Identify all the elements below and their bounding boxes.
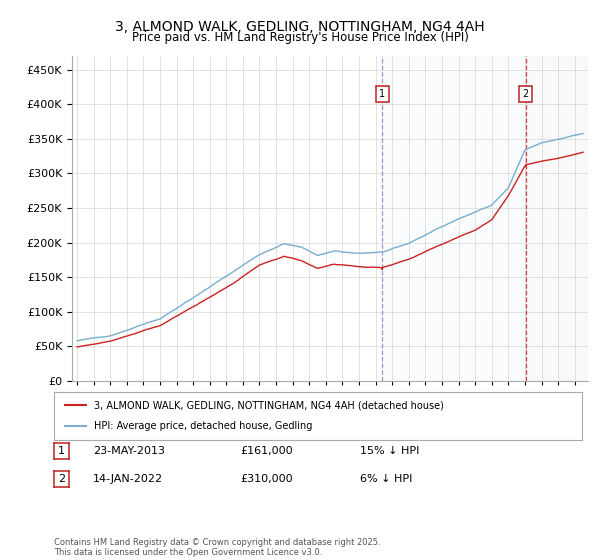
Text: 23-MAY-2013: 23-MAY-2013 (93, 446, 165, 456)
Text: 2: 2 (523, 89, 529, 99)
Text: 14-JAN-2022: 14-JAN-2022 (93, 474, 163, 484)
Text: HPI: Average price, detached house, Gedling: HPI: Average price, detached house, Gedl… (94, 421, 312, 431)
Text: 1: 1 (379, 89, 385, 99)
Text: 3, ALMOND WALK, GEDLING, NOTTINGHAM, NG4 4AH (detached house): 3, ALMOND WALK, GEDLING, NOTTINGHAM, NG4… (94, 400, 443, 410)
Text: 1: 1 (58, 446, 65, 456)
Text: 3, ALMOND WALK, GEDLING, NOTTINGHAM, NG4 4AH: 3, ALMOND WALK, GEDLING, NOTTINGHAM, NG4… (115, 20, 485, 34)
Text: Price paid vs. HM Land Registry's House Price Index (HPI): Price paid vs. HM Land Registry's House … (131, 31, 469, 44)
Bar (382, 56, 588, 381)
Bar (526, 56, 588, 381)
Text: £161,000: £161,000 (240, 446, 293, 456)
Text: 15% ↓ HPI: 15% ↓ HPI (360, 446, 419, 456)
Text: 2: 2 (58, 474, 65, 484)
Text: £310,000: £310,000 (240, 474, 293, 484)
Text: 6% ↓ HPI: 6% ↓ HPI (360, 474, 412, 484)
Text: Contains HM Land Registry data © Crown copyright and database right 2025.
This d: Contains HM Land Registry data © Crown c… (54, 538, 380, 557)
